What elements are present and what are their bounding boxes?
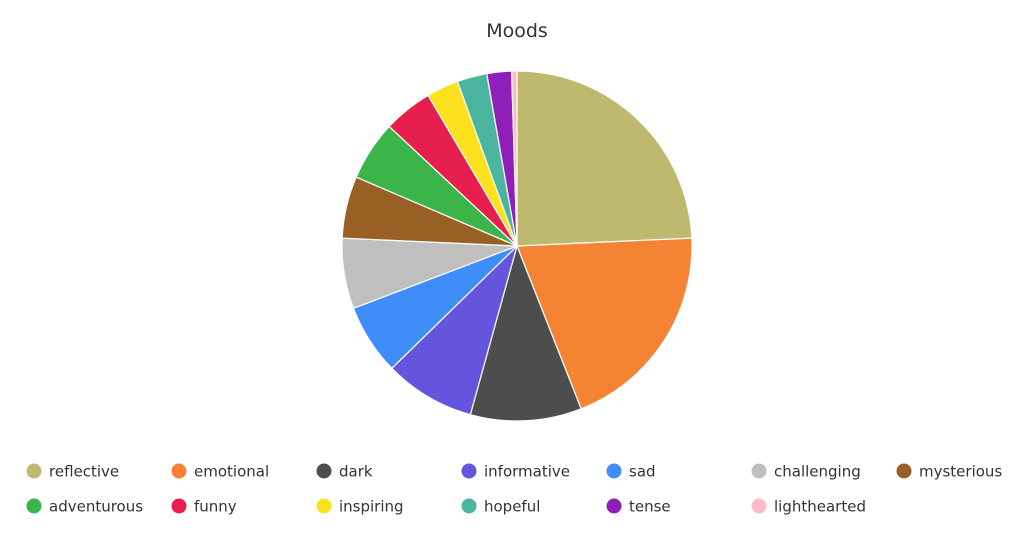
legend-marker-funny [171, 498, 187, 514]
legend-label-mysterious: mysterious [919, 463, 1002, 481]
legend-label-emotional: emotional [194, 463, 269, 481]
legend-item-lighthearted[interactable]: lighthearted [751, 498, 866, 516]
pie-slice-dark[interactable] [469, 245, 582, 422]
legend-item-sad[interactable]: sad [606, 463, 656, 481]
legend-label-hopeful: hopeful [484, 498, 540, 516]
legend-item-informative[interactable]: informative [461, 463, 571, 481]
legend-marker-lighthearted [751, 498, 767, 514]
legend-item-tense[interactable]: tense [606, 498, 671, 516]
chart-title: Moods [486, 20, 548, 42]
pie-slice-informative[interactable] [391, 245, 518, 416]
legend-label-tense: tense [629, 498, 671, 516]
legend-item-adventurous[interactable]: adventurous [26, 498, 144, 516]
legend-item-funny[interactable]: funny [171, 498, 237, 516]
legend-item-emotional[interactable]: emotional [171, 463, 270, 481]
legend-label-reflective: reflective [49, 463, 119, 481]
legend-item-reflective[interactable]: reflective [26, 463, 120, 481]
pie-slice-emotional[interactable] [516, 237, 693, 410]
pie [341, 70, 693, 422]
legend-label-sad: sad [629, 463, 656, 481]
legend-label-dark: dark [339, 463, 373, 481]
pie-slice-lighthearted[interactable] [510, 70, 518, 247]
legend: reflective emotional dark informative sad cha… [26, 463, 1003, 516]
legend-label-funny: funny [194, 498, 237, 516]
legend-marker-adventurous [26, 498, 42, 514]
legend-marker-dark [316, 463, 332, 479]
legend-marker-informative [461, 463, 477, 479]
legend-item-inspiring[interactable]: inspiring [316, 498, 404, 516]
pie-slice-reflective[interactable] [516, 70, 693, 247]
legend-marker-emotional [171, 463, 187, 479]
legend-label-inspiring: inspiring [339, 498, 404, 516]
legend-label-adventurous: adventurous [49, 498, 143, 516]
legend-item-dark[interactable]: dark [316, 463, 373, 481]
legend-marker-inspiring [316, 498, 332, 514]
legend-label-lighthearted: lighthearted [774, 498, 866, 516]
legend-item-mysterious[interactable]: mysterious [896, 463, 1003, 481]
legend-marker-mysterious [896, 463, 912, 479]
legend-marker-challenging [751, 463, 767, 479]
legend-marker-reflective [26, 463, 42, 479]
legend-item-challenging[interactable]: challenging [751, 463, 861, 481]
legend-marker-sad [606, 463, 622, 479]
legend-label-informative: informative [484, 463, 570, 481]
legend-marker-tense [606, 498, 622, 514]
legend-item-hopeful[interactable]: hopeful [461, 498, 541, 516]
legend-label-challenging: challenging [774, 463, 861, 481]
legend-marker-hopeful [461, 498, 477, 514]
